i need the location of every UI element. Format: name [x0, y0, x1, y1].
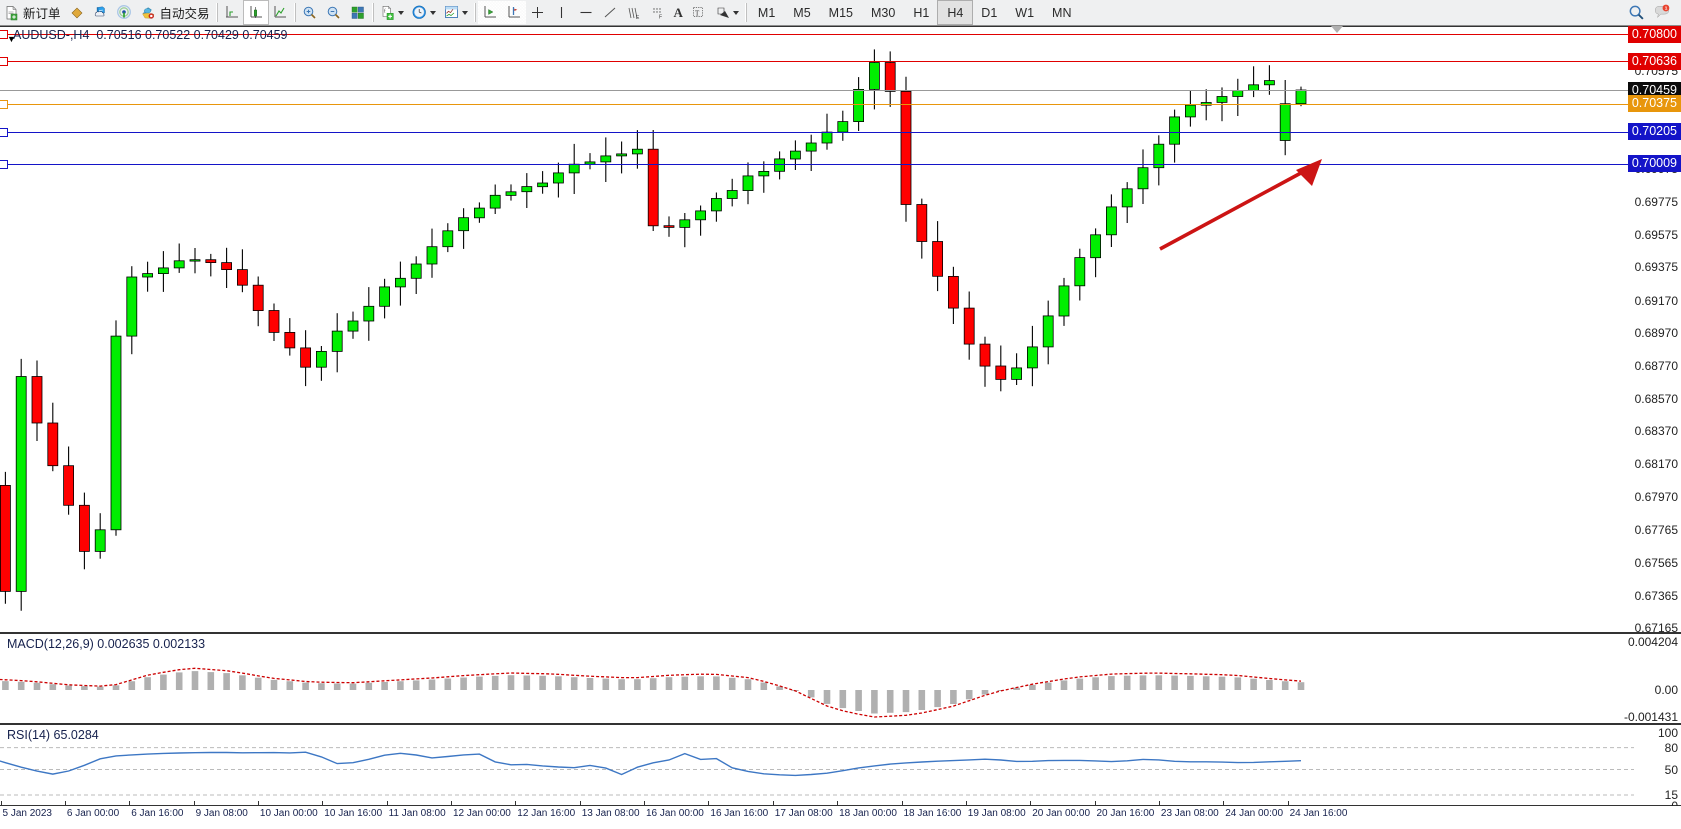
svg-text:1: 1: [1665, 5, 1668, 11]
svg-text:T: T: [695, 9, 700, 17]
svg-text:F: F: [659, 14, 662, 20]
svg-text:E: E: [636, 15, 640, 21]
